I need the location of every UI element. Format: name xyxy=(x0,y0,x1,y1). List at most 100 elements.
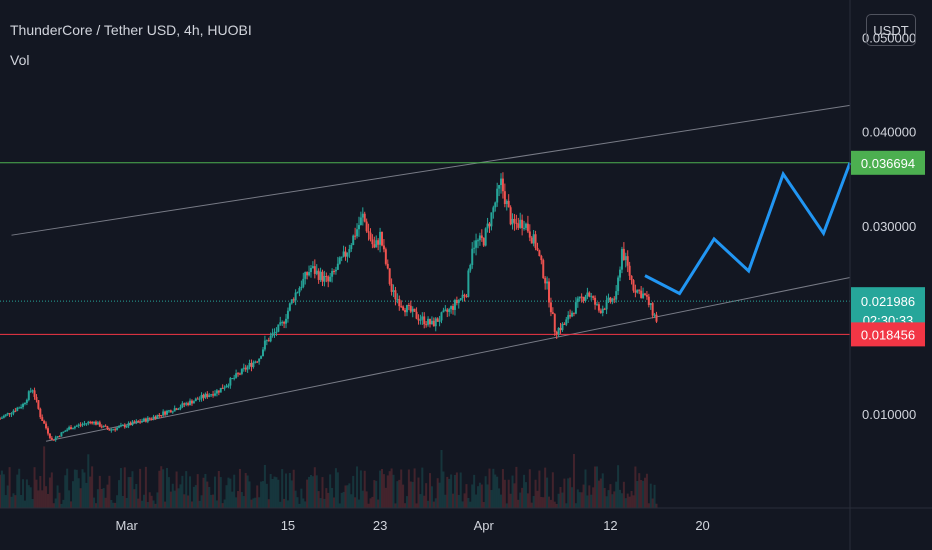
candle-body xyxy=(29,390,32,392)
candle-body xyxy=(551,312,554,315)
current-price-label: 0.021986 xyxy=(861,294,915,309)
volume-bar xyxy=(638,473,641,508)
candles xyxy=(0,172,658,442)
volume-bar xyxy=(532,496,535,508)
volume-bar xyxy=(87,454,90,508)
candle-body xyxy=(492,207,495,213)
candle-body xyxy=(546,281,549,284)
volume-bar xyxy=(521,487,524,508)
candle-body xyxy=(344,251,347,257)
volume-bar xyxy=(142,494,145,508)
volume-bar xyxy=(110,500,113,508)
volume-bar xyxy=(68,490,71,508)
candle-body xyxy=(75,425,78,427)
volume-bar xyxy=(461,501,464,508)
candle-body xyxy=(561,323,564,331)
candle-body xyxy=(628,265,631,276)
volume-bar xyxy=(396,481,399,508)
candle-body xyxy=(655,314,658,322)
candle-body xyxy=(81,424,84,426)
candle-body xyxy=(597,304,600,311)
time-tick-label: 15 xyxy=(281,518,295,533)
candle-body xyxy=(261,349,264,357)
candle-body xyxy=(237,373,240,375)
volume-bar xyxy=(642,480,645,508)
candle-body xyxy=(415,311,418,319)
candle-body xyxy=(348,249,351,253)
candle-body xyxy=(321,271,324,282)
candle-body xyxy=(18,407,21,409)
volume-bar xyxy=(106,484,109,508)
volume-bar xyxy=(494,474,497,508)
volume-bar xyxy=(275,477,278,508)
volume-bar xyxy=(565,503,568,508)
candle-body xyxy=(302,278,305,287)
candle-body xyxy=(496,188,499,203)
candle-body xyxy=(212,394,215,396)
volume-bar xyxy=(394,503,397,508)
candle-body xyxy=(35,396,38,401)
candle-body xyxy=(363,213,366,222)
candle-body xyxy=(394,290,397,300)
candle-body xyxy=(611,298,614,302)
candle-body xyxy=(640,290,643,298)
candle-body xyxy=(187,403,190,406)
candle-body xyxy=(576,298,579,303)
volume-bar xyxy=(655,503,658,508)
candle-body xyxy=(649,303,652,305)
volume-bar xyxy=(22,479,25,508)
candle-body xyxy=(56,436,59,438)
resistance-label: 0.036694 xyxy=(861,156,915,171)
volume-bar xyxy=(392,474,395,508)
volume-bar xyxy=(75,469,78,508)
candle-body xyxy=(275,331,278,333)
candle-body xyxy=(467,270,470,297)
candle-body xyxy=(373,244,376,248)
candle-body xyxy=(482,238,485,246)
candle-body xyxy=(519,219,522,228)
upper-channel xyxy=(11,104,851,236)
volume-bar xyxy=(223,499,226,508)
volume-bar xyxy=(423,495,426,508)
candle-body xyxy=(361,213,364,218)
candle-body xyxy=(227,385,230,387)
candle-body xyxy=(384,249,387,264)
candle-body xyxy=(156,414,159,419)
time-tick-label: 12 xyxy=(603,518,617,533)
volume-bar xyxy=(152,500,155,508)
volume-bar xyxy=(20,495,23,508)
volume-bar xyxy=(457,494,460,508)
volume-bar xyxy=(177,488,180,508)
volume-bar xyxy=(398,479,401,508)
candle-body xyxy=(66,429,69,431)
volume-bar xyxy=(185,471,188,508)
volume-bar xyxy=(227,477,230,508)
volume-bar xyxy=(511,475,514,508)
candle-body xyxy=(526,223,529,232)
volume-bar xyxy=(233,474,236,508)
volume-bar xyxy=(419,494,422,508)
volume-bar xyxy=(273,476,276,508)
candle-body xyxy=(555,331,558,335)
candle-body xyxy=(121,425,124,427)
candle-body xyxy=(306,272,309,276)
candle-body xyxy=(599,310,602,314)
candle-body xyxy=(405,305,408,313)
candle-body xyxy=(215,390,218,394)
volume-bar xyxy=(256,485,259,508)
projection-line xyxy=(644,162,852,296)
volume-bar xyxy=(129,477,132,508)
volume-bar xyxy=(653,484,656,508)
currency-button[interactable]: USDT xyxy=(866,14,916,46)
support-label-bg xyxy=(851,322,925,347)
volume-bar xyxy=(640,479,643,508)
candle-body xyxy=(367,231,370,233)
volume-bar xyxy=(321,477,324,508)
candle-body xyxy=(265,340,268,342)
volume-bar xyxy=(605,496,608,508)
volume-bar xyxy=(225,485,228,508)
candle-body xyxy=(427,318,430,325)
volume-bar xyxy=(25,479,28,508)
candle-body xyxy=(27,391,30,400)
